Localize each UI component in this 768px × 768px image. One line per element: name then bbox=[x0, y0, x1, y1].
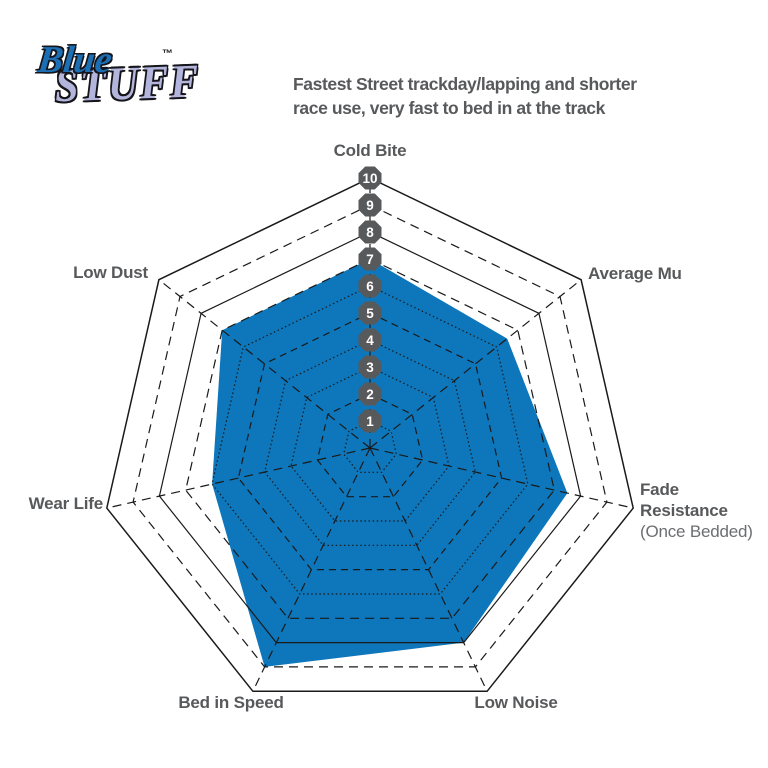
axis-label-bed-in-speed: Bed in Speed bbox=[178, 693, 284, 712]
scale-badge-label: 4 bbox=[366, 333, 374, 348]
radar-grid-ring bbox=[211, 285, 529, 595]
scale-badge bbox=[358, 193, 382, 217]
scale-badge-label: 9 bbox=[366, 198, 374, 213]
axis-label-wear-life: Wear Life bbox=[28, 494, 104, 513]
scale-badge-label: 8 bbox=[366, 225, 374, 240]
logo-trademark: ™ bbox=[162, 48, 173, 60]
radar-grid-ring bbox=[132, 204, 608, 668]
radar-grid-ring bbox=[185, 258, 555, 619]
scale-badge bbox=[358, 220, 382, 244]
scale-badge-label: 3 bbox=[366, 360, 374, 375]
scale-badge-label: 10 bbox=[362, 171, 377, 186]
radar-grid-ring bbox=[316, 393, 424, 498]
scale-badge bbox=[358, 328, 382, 352]
scale-badge-label: 1 bbox=[366, 414, 374, 429]
scale-badge bbox=[358, 247, 382, 271]
scale-badge bbox=[358, 355, 382, 379]
radar-axis-line bbox=[369, 447, 488, 692]
scale-badge bbox=[358, 409, 382, 433]
scale-badge-label: 6 bbox=[366, 279, 374, 294]
radar-grid-ring bbox=[343, 420, 397, 473]
axis-label-fade-resistance-main: Fade Resistance bbox=[640, 480, 728, 520]
axis-label-low-dust: Low Dust bbox=[73, 263, 148, 282]
radar-grid-ring bbox=[264, 339, 476, 546]
scale-badge bbox=[358, 166, 382, 190]
radar-grid-ring bbox=[290, 366, 450, 522]
axis-label-fade-resistance: Fade Resistance (Once Bedded) bbox=[640, 479, 760, 542]
chart-description: Fastest Street trackday/lapping and shor… bbox=[293, 74, 637, 118]
radar-grid-ring bbox=[158, 231, 582, 644]
scale-badge bbox=[358, 382, 382, 406]
axis-label-fade-resistance-sub: (Once Bedded) bbox=[640, 522, 753, 541]
scale-badge-label: 7 bbox=[366, 252, 374, 267]
axis-label-low-noise: Low Noise bbox=[474, 693, 558, 712]
bluestuff-logo: Stuff Blue ™ bbox=[34, 36, 201, 136]
scale-badge bbox=[358, 274, 382, 298]
scale-badge bbox=[358, 301, 382, 325]
scale-badge-label: 5 bbox=[366, 306, 374, 321]
scale-badge-label: 2 bbox=[366, 387, 374, 402]
radar-axis-line bbox=[252, 447, 371, 692]
axis-label-average-mu: Average Mu bbox=[588, 264, 682, 283]
radar-grid-ring bbox=[105, 177, 635, 693]
radar-grid-ring bbox=[237, 312, 503, 571]
axis-label-cold-bite: Cold Bite bbox=[333, 141, 407, 160]
